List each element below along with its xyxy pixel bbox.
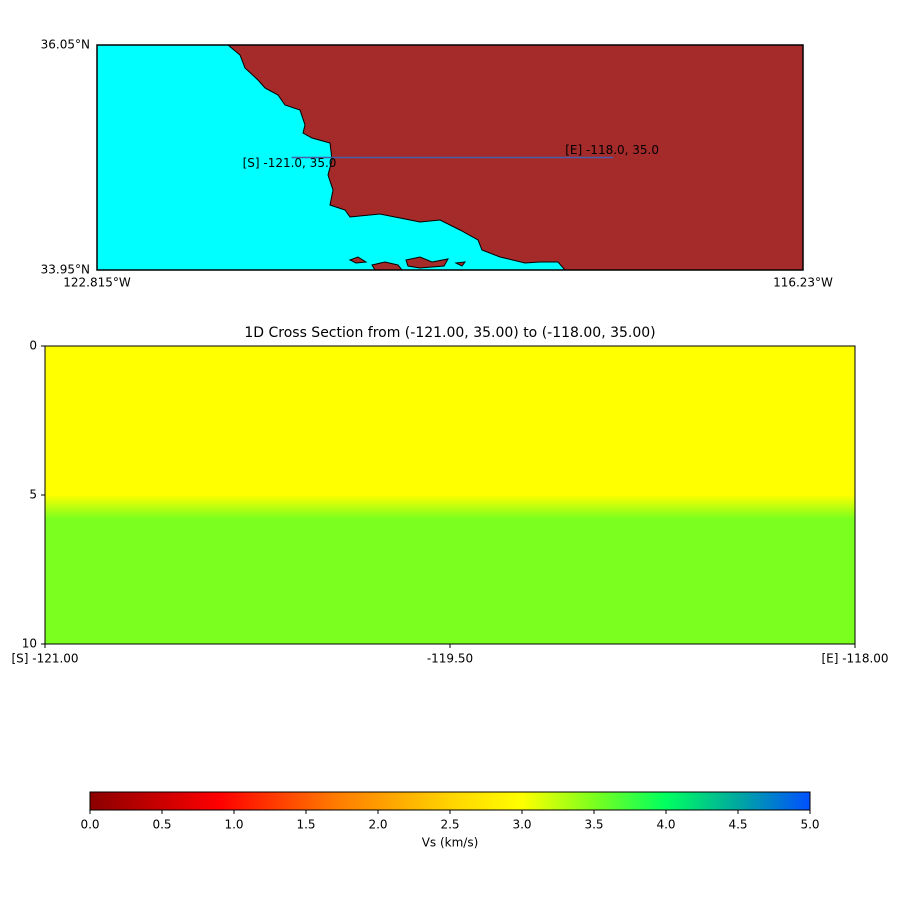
x-tick-label: 116.23°W <box>773 276 833 290</box>
x-tick-label: 122.815°W <box>63 276 131 290</box>
x-tick-label: 5.0 <box>800 818 819 832</box>
island <box>348 256 368 264</box>
chart-title: 1D Cross Section from (-121.00, 35.00) t… <box>244 325 655 341</box>
x-tick-label: 2.5 <box>440 818 459 832</box>
x-tick-label: 1.0 <box>224 818 243 832</box>
y-tick-label: 36.05°N <box>41 38 90 52</box>
x-tick-label: 3.0 <box>512 818 531 832</box>
island <box>454 261 467 267</box>
y-tick-label: 0 <box>29 339 37 353</box>
x-tick-label: 2.0 <box>368 818 387 832</box>
x-tick-label: [E] -118.00 <box>821 652 888 666</box>
x-tick-label: 4.0 <box>656 818 675 832</box>
endpoint-label: [S] -121.0, 35.0 <box>243 156 337 170</box>
x-tick-label: 0.5 <box>152 818 171 832</box>
cross-section <box>44 345 856 645</box>
island <box>405 256 449 269</box>
x-tick-label: 3.5 <box>584 818 603 832</box>
map-frame <box>96 44 804 271</box>
island <box>371 261 404 271</box>
x-tick-label: [S] -121.00 <box>11 652 78 666</box>
x-tick-label: 1.5 <box>296 818 315 832</box>
x-tick-label: -119.50 <box>427 652 473 666</box>
colorbar-label: Vs (km/s) <box>422 836 479 850</box>
colorbar <box>89 791 811 811</box>
y-tick-label: 5 <box>29 488 37 502</box>
x-tick-label: 0.0 <box>80 818 99 832</box>
y-tick-label: 10 <box>22 637 37 651</box>
y-tick-label: 33.95°N <box>41 263 90 277</box>
endpoint-label: [E] -118.0, 35.0 <box>565 143 659 157</box>
x-tick-label: 4.5 <box>728 818 747 832</box>
